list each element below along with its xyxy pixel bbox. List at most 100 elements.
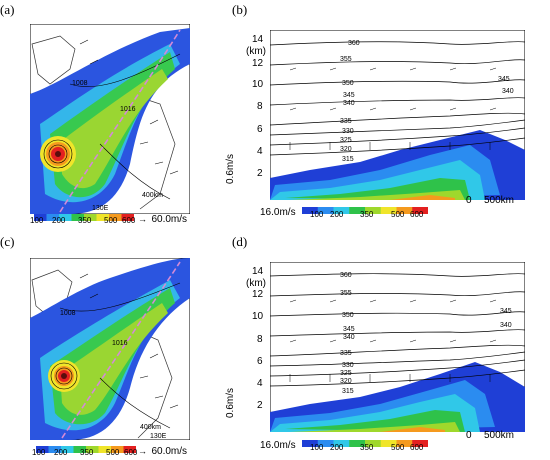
cb-c-tick-2: 350 <box>80 448 94 457</box>
panel-b-cross-section <box>269 29 526 201</box>
panel-c-lon-label: 130E <box>150 433 167 440</box>
cb-b-tick-4: 600 <box>410 210 424 219</box>
panel-b-theta-345b: 345 <box>498 76 510 83</box>
colorbar-segment <box>365 440 382 447</box>
colorbar-segment <box>36 446 49 453</box>
panel-d-ytick-12: 12 <box>252 289 264 300</box>
cb-b-tick-0: 100 <box>310 210 324 219</box>
panel-d-ytick-8: 8 <box>257 334 263 345</box>
panel-d-theta-350: 350 <box>342 312 354 319</box>
panel-c-scale-text: 400km <box>140 424 162 431</box>
panel-c-isobar-1016: 1016 <box>112 340 128 347</box>
panel-a-wind-ref: → 60.0m/s <box>138 214 188 225</box>
cb-a-tick-0: 100 <box>30 216 44 225</box>
cb-c-tick-4: 600 <box>124 448 138 457</box>
panel-b-ytick-12: 12 <box>252 58 264 69</box>
panel-b-label: (b) <box>232 2 248 17</box>
cb-b-tick-3: 500 <box>391 210 405 219</box>
panel-c-colorbar <box>36 440 137 453</box>
panel-d-ytick-14: 14 <box>252 266 264 277</box>
panel-b-wind-ref-vertical: 0.6m/s <box>225 153 236 184</box>
colorbar-segment <box>96 214 110 221</box>
panel-d-theta-345b: 345 <box>500 308 512 315</box>
colorbar-segment <box>333 440 350 447</box>
cb-b-tick-1: 200 <box>330 210 344 219</box>
panel-a-isobar-1016: 1016 <box>120 106 136 113</box>
panel-d-dist-scale: 500km <box>484 430 515 441</box>
colorbar-segment <box>84 214 97 221</box>
panel-b-ytick-2: 2 <box>257 168 263 179</box>
panel-b-ytick-4: 4 <box>257 146 263 157</box>
colorbar-segment <box>71 214 85 221</box>
panel-b-colorbar <box>302 201 429 214</box>
panel-b-theta-350: 350 <box>342 80 354 87</box>
panel-a-label: (a) <box>0 2 15 17</box>
panel-b-theta-360: 360 <box>348 40 360 47</box>
panel-b-theta-325: 325 <box>340 137 352 144</box>
panel-b-theta-340: 340 <box>343 100 355 107</box>
panel-d-theta-315: 315 <box>342 388 354 395</box>
colorbar-segment <box>302 207 319 214</box>
panel-d-colorbar <box>302 434 429 447</box>
colorbar-segment <box>86 446 99 453</box>
colorbar-segment <box>349 440 366 447</box>
panel-c-wind-ref: → 60.0m/s <box>138 446 188 457</box>
cb-a-tick-3: 500 <box>104 216 118 225</box>
panel-d-wind-ref-horizontal: 16.0m/s <box>260 440 296 451</box>
panel-b-theta-320: 320 <box>340 146 352 153</box>
panel-b-theta-335: 335 <box>340 118 352 125</box>
colorbar-segment <box>380 207 397 214</box>
panel-b-ytick-8: 8 <box>257 101 263 112</box>
wind-ref-arrow-icon: → <box>138 214 147 224</box>
cb-a-tick-4: 600 <box>122 216 136 225</box>
colorbar-segment <box>412 440 429 447</box>
panel-d-label: (d) <box>232 234 248 249</box>
panel-a-map <box>29 23 191 215</box>
colorbar-segment <box>317 207 334 214</box>
colorbar-segment <box>46 214 60 221</box>
cb-d-tick-0: 100 <box>310 443 324 452</box>
colorbar-segment <box>302 440 319 447</box>
colorbar-segment <box>380 440 397 447</box>
colorbar-segment <box>98 446 112 453</box>
panel-b-theta-330: 330 <box>342 128 354 135</box>
panel-c-label: (c) <box>0 234 15 249</box>
colorbar-segment <box>109 214 122 221</box>
panel-d-theta-360: 360 <box>340 272 352 279</box>
wind-ref-arrow-icon: → <box>138 446 147 456</box>
colorbar-segment <box>121 214 135 221</box>
panel-c-map <box>29 257 191 441</box>
colorbar-segment <box>34 214 47 221</box>
cb-d-tick-3: 500 <box>391 443 405 452</box>
panel-d-ytick-10: 10 <box>252 311 264 322</box>
panel-b-theta-340b: 340 <box>502 88 514 95</box>
cb-a-tick-1: 200 <box>52 216 66 225</box>
colorbar-segment <box>123 446 137 453</box>
panel-d-theta-325: 325 <box>340 370 352 377</box>
panel-b-ytick-6: 6 <box>257 124 263 135</box>
cb-a-tick-2: 350 <box>78 216 92 225</box>
colorbar-segment <box>333 207 350 214</box>
cb-c-tick-3: 500 <box>106 448 120 457</box>
colorbar-segment <box>317 440 334 447</box>
cb-d-tick-1: 200 <box>330 443 344 452</box>
cb-d-tick-4: 600 <box>410 443 424 452</box>
panel-b-dist-zero: 0 <box>466 195 472 206</box>
panel-b-theta-345: 345 <box>343 92 355 99</box>
panel-d-theta-340b: 340 <box>500 322 512 329</box>
panel-b-ytick-14: 14 <box>252 34 264 45</box>
panel-d-theta-340: 340 <box>343 334 355 341</box>
colorbar-segment <box>73 446 87 453</box>
cb-d-tick-2: 350 <box>360 443 374 452</box>
colorbar-segment <box>412 207 429 214</box>
cb-c-tick-0: 100 <box>32 448 46 457</box>
cb-c-tick-1: 200 <box>54 448 68 457</box>
colorbar-segment <box>48 446 62 453</box>
colorbar-segment <box>111 446 124 453</box>
colorbar-segment <box>365 207 382 214</box>
panel-b-yunit: (km) <box>246 46 266 57</box>
panel-a-scale-text: 400km <box>142 192 164 199</box>
panel-b-theta-355: 355 <box>340 56 352 63</box>
panel-d-ytick-6: 6 <box>257 356 263 367</box>
panel-d-theta-330: 330 <box>342 362 354 369</box>
